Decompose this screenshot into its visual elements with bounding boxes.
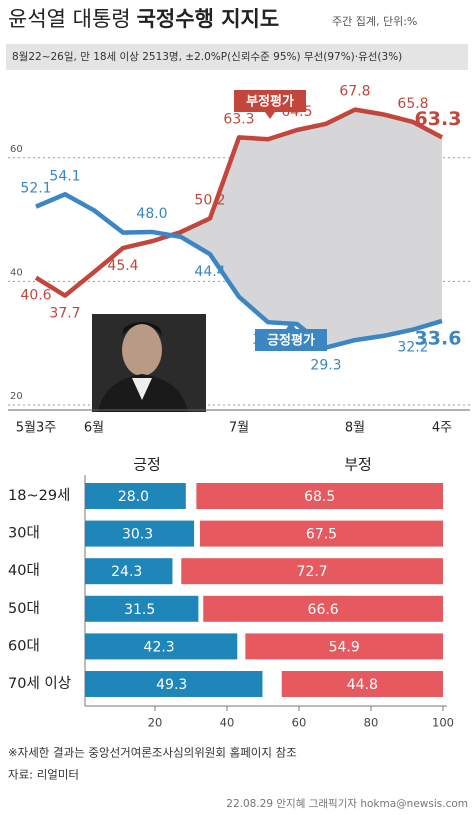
bar	[85, 558, 173, 585]
bar	[85, 633, 238, 660]
source: 자료: 리얼미터	[8, 768, 79, 782]
series-header: 긍정	[133, 456, 161, 474]
survey-info: 8월22~26일, 만 18세 이상 2513명, ±2.0%P(신뢰수준 95…	[12, 50, 402, 63]
title-light: 윤석열 대통령	[8, 7, 131, 31]
data-label: 72.7	[297, 564, 328, 580]
bar	[181, 558, 443, 585]
data-label: 32.2	[397, 340, 428, 356]
bar	[85, 520, 195, 547]
footnote: ※자세한 결과는 중앙선거여론조사심의위원회 홈페이지 참조	[8, 746, 297, 760]
data-label: 44.8	[347, 677, 378, 693]
series-header: 부정	[344, 456, 372, 474]
data-label: 31.5	[124, 602, 155, 618]
legend-box	[255, 329, 327, 351]
bar	[245, 633, 443, 660]
bar	[85, 595, 199, 622]
x-tick-label: 40	[220, 716, 235, 730]
data-label: 42.3	[144, 639, 175, 655]
data-label: 24.3	[111, 564, 142, 580]
legend-label: 부정평가	[246, 94, 294, 110]
data-label: 63.3	[415, 108, 462, 130]
series-line	[34, 107, 444, 298]
x-tick-label: 20	[148, 716, 163, 730]
legend-label: 긍정평가	[267, 333, 315, 349]
data-label: 48.0	[136, 206, 167, 222]
title: 윤석열 대통령 국정수행 지지도	[8, 7, 279, 31]
data-label: 44.4	[194, 264, 225, 280]
x-tick-label: 100	[432, 716, 454, 730]
credit: 22.08.29 안지혜 그래픽기자 hokma@newsis.com	[226, 798, 468, 810]
data-label: 67.5	[306, 527, 337, 543]
data-label: 37.7	[49, 306, 80, 322]
bar	[196, 483, 443, 509]
data-label: 29.3	[310, 358, 341, 374]
data-label: 28.0	[118, 489, 149, 505]
data-label: 65.8	[397, 96, 428, 112]
x-tick-label: 80	[364, 716, 379, 730]
data-label: 54.1	[49, 168, 80, 184]
x-tick-label: 4주	[432, 421, 452, 436]
category-label: 50대	[8, 600, 40, 617]
data-label: 33.6	[415, 327, 462, 349]
data-label: 45.4	[107, 258, 138, 274]
category-label: 18~29세	[8, 487, 70, 504]
subtitle: 주간 집계, 단위:%	[332, 15, 417, 28]
bar	[203, 595, 443, 622]
bar	[85, 483, 186, 509]
data-label: 68.5	[304, 489, 335, 505]
data-label: 49.3	[156, 677, 187, 693]
data-label: 52.1	[20, 181, 51, 197]
title-bold: 국정수행 지지도	[137, 7, 280, 31]
gap-area	[170, 109, 443, 348]
survey-band	[6, 44, 468, 70]
bar	[281, 671, 443, 697]
category-label: 40대	[8, 562, 40, 579]
photo-hair	[122, 322, 162, 336]
legend-box	[234, 90, 306, 112]
category-label: 70세 이상	[8, 675, 71, 692]
x-tick-label: 5월3주	[16, 421, 57, 436]
data-label: 50.2	[194, 192, 225, 208]
data-label: 30.3	[122, 527, 153, 543]
x-tick-label: 60	[292, 716, 307, 730]
category-label: 30대	[8, 525, 40, 542]
y-tick-label: 60	[10, 144, 23, 155]
x-tick-label: 6월	[84, 421, 104, 436]
data-label: 67.8	[339, 84, 370, 100]
data-label: 40.6	[20, 288, 51, 304]
x-tick-label: 7월	[229, 421, 249, 436]
bar	[200, 520, 443, 547]
category-label: 60대	[8, 637, 40, 654]
data-label: 66.6	[308, 602, 339, 618]
data-label: 63.3	[223, 111, 254, 127]
data-label: 54.9	[329, 639, 360, 655]
photo-face	[122, 324, 162, 376]
x-tick-label: 8월	[345, 421, 365, 436]
series-line	[35, 192, 443, 350]
y-tick-label: 20	[10, 391, 23, 402]
line-chart: 6040205월3주6월7월8월4주40.637.745.450.263.364…	[8, 84, 470, 436]
bar-chart: 20 40 60 80 100 긍정 부정 18~29세 28.0 68.5 30대 30.3 67.5…	[8, 456, 454, 730]
photo	[92, 314, 206, 412]
photo-shirt	[132, 378, 152, 400]
y-tick-label: 40	[10, 267, 23, 278]
legend-pointer	[265, 112, 275, 119]
legend-pointer	[286, 322, 296, 329]
bar	[85, 671, 263, 697]
